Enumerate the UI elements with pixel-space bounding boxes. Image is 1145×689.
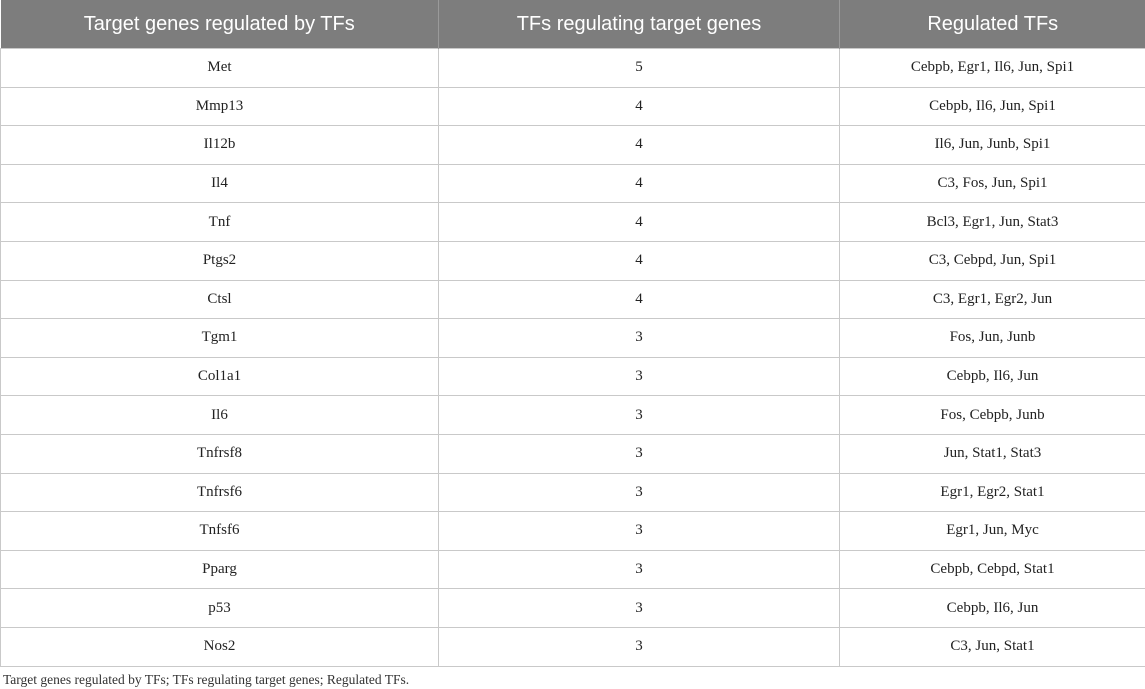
- cell-target-gene: Col1a1: [0, 356, 439, 397]
- table-row: Ptgs2 4 C3, Cebpd, Jun, Spi1: [0, 240, 1145, 281]
- cell-regulated-tfs: Jun, Stat1, Stat3: [839, 433, 1145, 474]
- cell-target-gene: Il12b: [0, 125, 439, 165]
- cell-tf-count: 4: [438, 86, 840, 127]
- cell-target-gene: Ctsl: [0, 279, 439, 320]
- table-row: Tnfrsf6 3 Egr1, Egr2, Stat1: [0, 472, 1145, 513]
- cell-regulated-tfs: Egr1, Egr2, Stat1: [839, 472, 1145, 513]
- table-row: Pparg 3 Cebpb, Cebpd, Stat1: [0, 549, 1145, 590]
- cell-target-gene: Tgm1: [0, 318, 439, 358]
- cell-tf-count: 3: [438, 588, 840, 628]
- cell-regulated-tfs: Cebpb, Egr1, Il6, Jun, Spi1: [839, 48, 1145, 88]
- cell-regulated-tfs: Egr1, Jun, Myc: [839, 511, 1145, 551]
- cell-tf-count: 3: [438, 626, 840, 667]
- cell-tf-count: 4: [438, 202, 840, 242]
- header-row: Target genes regulated by TFs TFs regula…: [0, 0, 1145, 49]
- table-row: Il4 4 C3, Fos, Jun, Spi1: [0, 163, 1145, 204]
- cell-tf-count: 4: [438, 125, 840, 165]
- table-row: Tnfrsf8 3 Jun, Stat1, Stat3: [0, 433, 1145, 474]
- cell-target-gene: Met: [0, 48, 439, 88]
- table-row: Tnf 4 Bcl3, Egr1, Jun, Stat3: [0, 202, 1145, 242]
- cell-regulated-tfs: Bcl3, Egr1, Jun, Stat3: [839, 202, 1145, 242]
- cell-regulated-tfs: Cebpb, Il6, Jun: [839, 588, 1145, 628]
- table-row: Il12b 4 Il6, Jun, Junb, Spi1: [0, 125, 1145, 165]
- cell-tf-count: 4: [438, 240, 840, 281]
- table-row: p53 3 Cebpb, Il6, Jun: [0, 588, 1145, 628]
- cell-target-gene: Ptgs2: [0, 240, 439, 281]
- cell-tf-count: 3: [438, 511, 840, 551]
- cell-regulated-tfs: Il6, Jun, Junb, Spi1: [839, 125, 1145, 165]
- cell-tf-count: 3: [438, 318, 840, 358]
- cell-tf-count: 3: [438, 356, 840, 397]
- gene-regulation-table: Target genes regulated by TFs TFs regula…: [0, 0, 1145, 667]
- table-row: Col1a1 3 Cebpb, Il6, Jun: [0, 356, 1145, 397]
- cell-regulated-tfs: C3, Egr1, Egr2, Jun: [839, 279, 1145, 320]
- table-caption: Target genes regulated by TFs; TFs regul…: [3, 672, 410, 687]
- header-tfs-regulating: TFs regulating target genes: [438, 0, 840, 49]
- table-row: Nos2 3 C3, Jun, Stat1: [0, 626, 1145, 667]
- cell-tf-count: 4: [438, 279, 840, 320]
- table-header: Target genes regulated by TFs TFs regula…: [0, 0, 1145, 49]
- cell-target-gene: Nos2: [0, 626, 439, 667]
- gene-regulation-table-container: Target genes regulated by TFs TFs regula…: [0, 0, 1145, 667]
- table-body: Met 5 Cebpb, Egr1, Il6, Jun, Spi1 Mmp13 …: [0, 48, 1145, 667]
- cell-regulated-tfs: Fos, Cebpb, Junb: [839, 395, 1145, 435]
- cell-target-gene: Tnf: [0, 202, 439, 242]
- cell-target-gene: Tnfrsf6: [0, 472, 439, 513]
- table-row: Ctsl 4 C3, Egr1, Egr2, Jun: [0, 279, 1145, 320]
- table-row: Met 5 Cebpb, Egr1, Il6, Jun, Spi1: [0, 48, 1145, 88]
- table-row: Mmp13 4 Cebpb, Il6, Jun, Spi1: [0, 86, 1145, 127]
- table-row: Tnfsf6 3 Egr1, Jun, Myc: [0, 511, 1145, 551]
- cell-target-gene: Il6: [0, 395, 439, 435]
- cell-regulated-tfs: Fos, Jun, Junb: [839, 318, 1145, 358]
- cell-tf-count: 3: [438, 549, 840, 590]
- cell-target-gene: Tnfrsf8: [0, 433, 439, 474]
- cell-tf-count: 3: [438, 395, 840, 435]
- table-row: Il6 3 Fos, Cebpb, Junb: [0, 395, 1145, 435]
- cell-tf-count: 3: [438, 472, 840, 513]
- cell-target-gene: p53: [0, 588, 439, 628]
- cell-target-gene: Tnfsf6: [0, 511, 439, 551]
- table-row: Tgm1 3 Fos, Jun, Junb: [0, 318, 1145, 358]
- header-target-genes: Target genes regulated by TFs: [0, 0, 439, 49]
- cell-target-gene: Il4: [0, 163, 439, 204]
- cell-target-gene: Mmp13: [0, 86, 439, 127]
- cell-regulated-tfs: C3, Fos, Jun, Spi1: [839, 163, 1145, 204]
- header-regulated-tfs: Regulated TFs: [839, 0, 1145, 49]
- cell-regulated-tfs: Cebpb, Il6, Jun, Spi1: [839, 86, 1145, 127]
- cell-regulated-tfs: Cebpb, Il6, Jun: [839, 356, 1145, 397]
- cell-regulated-tfs: C3, Jun, Stat1: [839, 626, 1145, 667]
- cell-regulated-tfs: C3, Cebpd, Jun, Spi1: [839, 240, 1145, 281]
- cell-regulated-tfs: Cebpb, Cebpd, Stat1: [839, 549, 1145, 590]
- cell-target-gene: Pparg: [0, 549, 439, 590]
- cell-tf-count: 5: [438, 48, 840, 88]
- cell-tf-count: 4: [438, 163, 840, 204]
- cell-tf-count: 3: [438, 433, 840, 474]
